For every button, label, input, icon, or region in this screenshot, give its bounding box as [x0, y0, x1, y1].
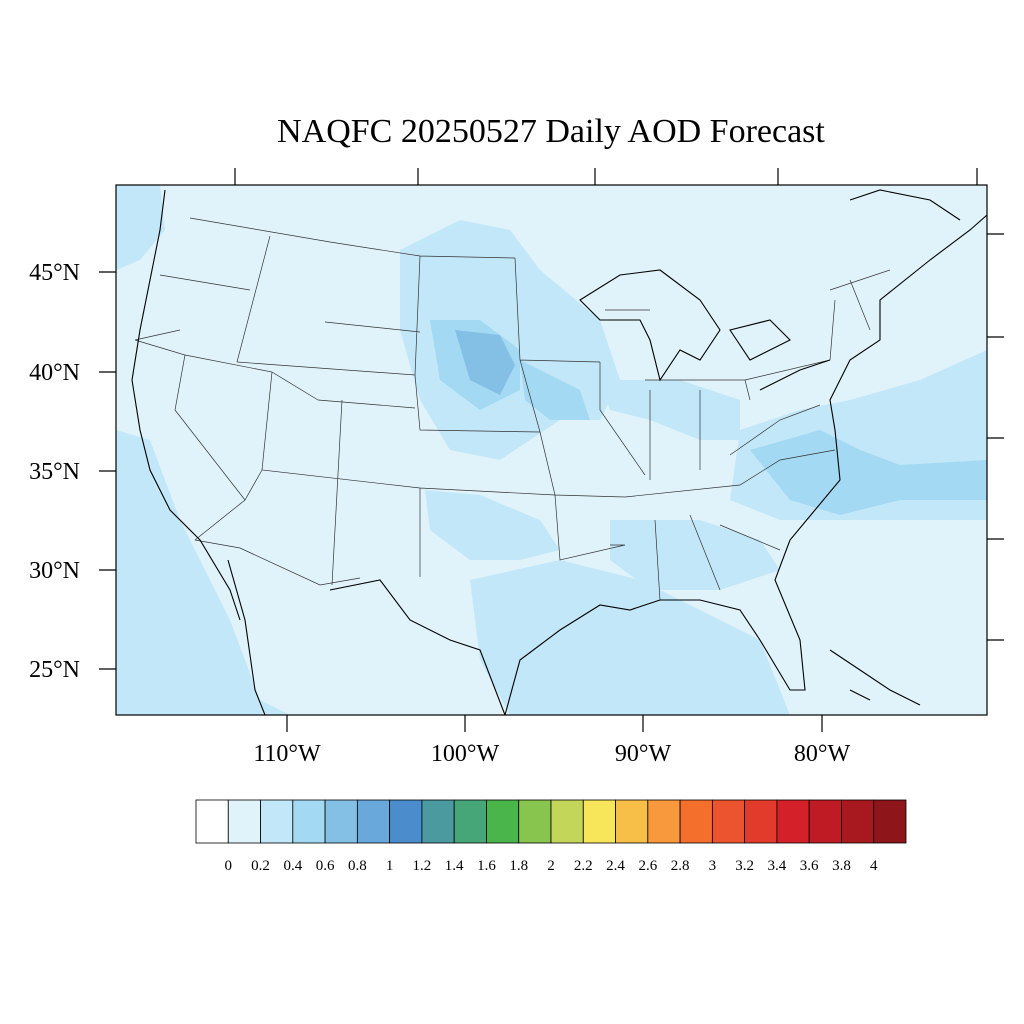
lat-label: 30°N — [29, 558, 80, 584]
lon-label: 110°W — [253, 741, 321, 767]
colorbar-label: 2.6 — [638, 858, 657, 874]
colorbar-box — [776, 799, 810, 844]
map-frame — [115, 184, 988, 716]
colorbar-label: 0.2 — [251, 858, 270, 874]
map-title: NAQFC 20250527 Daily AOD Forecast — [277, 113, 825, 150]
coastlines — [131, 189, 987, 715]
lat-label: 35°N — [29, 459, 80, 485]
state-borders — [134, 217, 891, 601]
colorbar-label: 2.8 — [671, 858, 690, 874]
colorbar-box — [841, 799, 875, 844]
colorbar-box — [356, 799, 391, 844]
colorbar-box — [550, 799, 584, 844]
colorbar-label: 3.4 — [768, 858, 787, 874]
colorbar-box — [292, 799, 326, 844]
colorbar-box — [227, 799, 261, 844]
lon-label: 80°W — [794, 741, 851, 767]
colorbar-label: 1.6 — [477, 858, 496, 874]
colorbar-label: 0.8 — [348, 858, 367, 874]
colorbar-label: 0.6 — [316, 858, 335, 874]
colorbar-box — [486, 799, 520, 844]
frame-ticks — [234, 168, 1004, 641]
colorbar: 0 0.2 0.4 0.6 0.8 1 1.2 1.4 1.6 1.8 2 2.2 2.4 2.6 2.8 3… — [195, 799, 907, 874]
colorbar-label: 0.4 — [283, 858, 302, 874]
colorbar-box — [195, 799, 229, 844]
colorbar-label: 1.4 — [445, 858, 464, 874]
colorbar-box — [324, 799, 358, 844]
lon-label: 100°W — [431, 741, 500, 767]
colorbar-box — [615, 799, 649, 844]
colorbar-label: 2 — [547, 858, 555, 874]
colorbar-label: 1.2 — [413, 858, 432, 874]
colorbar-box — [518, 799, 552, 844]
colorbar-box — [744, 799, 778, 844]
colorbar-label: 2.2 — [574, 858, 593, 874]
colorbar-box — [679, 799, 713, 844]
colorbar-label: 0 — [225, 858, 233, 874]
colorbar-box — [389, 799, 423, 844]
colorbar-label: 4 — [870, 858, 878, 874]
colorbar-box — [873, 799, 907, 844]
colorbar-box — [260, 799, 294, 844]
graticule-labels: 45°N 40°N 35°N 30°N 25°N 110°W 100°W 90°W 80°W — [29, 260, 850, 767]
colorbar-box — [453, 799, 487, 844]
colorbar-label: 3.2 — [735, 858, 754, 874]
lat-label: 45°N — [29, 260, 80, 286]
colorbar-label: 1.8 — [509, 858, 528, 874]
colorbar-label: 1 — [386, 858, 394, 874]
colorbar-label: 3.6 — [800, 858, 819, 874]
lat-label: 40°N — [29, 360, 80, 386]
map-area — [116, 185, 987, 715]
aod-field — [116, 185, 987, 715]
colorbar-box — [582, 799, 616, 844]
lon-label: 90°W — [615, 741, 672, 767]
colorbar-label: 3 — [709, 858, 717, 874]
colorbar-box — [808, 799, 842, 844]
colorbar-box — [647, 799, 681, 844]
colorbar-box — [421, 799, 455, 844]
lat-label: 25°N — [29, 657, 80, 683]
colorbar-box — [711, 799, 746, 844]
colorbar-label: 3.8 — [832, 858, 851, 874]
colorbar-label: 2.4 — [606, 858, 625, 874]
